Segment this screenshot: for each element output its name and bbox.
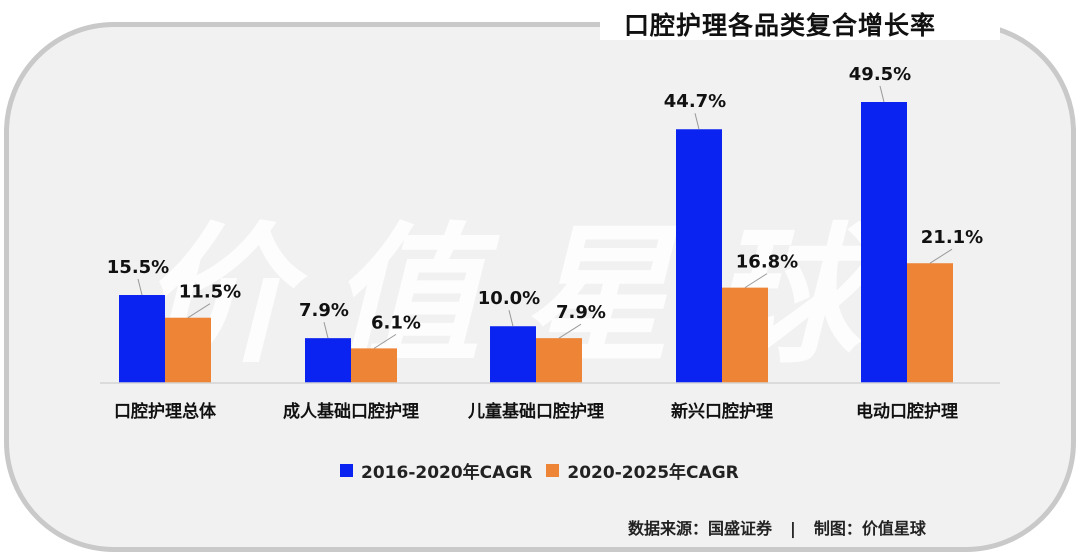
leader-line-series-2-cat-4 [744, 273, 768, 289]
leader-line-series-1-cat-2 [323, 322, 329, 339]
data-label-series-2-cat-4: 16.8% [736, 252, 798, 273]
leader-line-series-2-cat-5 [929, 248, 953, 264]
leader-line-series-2-cat-2 [373, 333, 397, 349]
leader-line-series-2-cat-3 [558, 323, 582, 339]
category-label-3: 儿童基础口腔护理 [467, 401, 604, 422]
bars-group [119, 102, 953, 383]
leader-line-series-1-cat-4 [694, 113, 700, 130]
bar-series-1-cat-4 [676, 129, 722, 383]
legend-label-series-2: 2020-2025年CAGR [567, 462, 739, 483]
data-label-series-1-cat-1: 15.5% [107, 257, 169, 278]
data-label-series-2-cat-1: 11.5% [179, 282, 241, 303]
chart-credit: 制图：价值星球 [813, 519, 926, 538]
data-label-series-1-cat-4: 44.7% [664, 91, 726, 112]
category-label-1: 口腔护理总体 [114, 401, 217, 422]
bar-series-1-cat-3 [490, 326, 536, 383]
labels-group: 15.5% 11.5% 口腔护理总体 7.9% 6.1% 成人基础口腔护理 10.0% 7.9… [107, 64, 983, 422]
data-source: 数据来源：国盛证券 [628, 519, 773, 538]
source-note: 数据来源：国盛证券 | 制图：价值星球 [628, 515, 926, 539]
data-label-series-1-cat-3: 10.0% [478, 288, 540, 309]
bar-series-2-cat-1 [165, 317, 211, 383]
bar-series-2-cat-4 [722, 287, 768, 383]
title-background [600, 2, 1000, 40]
category-label-2: 成人基础口腔护理 [283, 401, 419, 422]
data-label-series-1-cat-5: 49.5% [849, 64, 911, 85]
legend-swatch-series-1 [340, 463, 353, 477]
data-label-series-2-cat-5: 21.1% [921, 227, 983, 248]
legend-item-series-1: 2016-2020年CAGR [340, 458, 532, 483]
category-label-4: 新兴口腔护理 [671, 401, 773, 422]
data-label-series-2-cat-3: 7.9% [556, 302, 606, 323]
legend-label-series-1: 2016-2020年CAGR [361, 462, 533, 483]
legend-swatch-series-2 [546, 463, 560, 477]
source-separator: | [790, 519, 796, 538]
legend: 2016-2020年CAGR 2020-2025年CAGR [340, 458, 753, 483]
category-label-5: 电动口腔护理 [856, 401, 958, 422]
leader-line-series-2-cat-1 [187, 303, 211, 319]
leader-line-series-1-cat-5 [879, 85, 885, 103]
bar-series-1-cat-2 [305, 338, 351, 383]
chart-title: 口腔护理各品类复合增长率 [624, 11, 937, 40]
bar-series-2-cat-5 [907, 263, 953, 383]
data-label-series-1-cat-2: 7.9% [299, 300, 349, 321]
legend-item-series-2: 2020-2025年CAGR [546, 458, 739, 483]
bar-series-2-cat-2 [351, 348, 397, 383]
data-label-series-2-cat-2: 6.1% [371, 312, 421, 333]
bar-series-1-cat-5 [861, 102, 907, 383]
leader-line-series-1-cat-1 [137, 278, 143, 296]
bar-series-2-cat-3 [536, 338, 582, 383]
leader-line-series-1-cat-3 [508, 310, 514, 327]
bar-series-1-cat-1 [119, 295, 165, 383]
